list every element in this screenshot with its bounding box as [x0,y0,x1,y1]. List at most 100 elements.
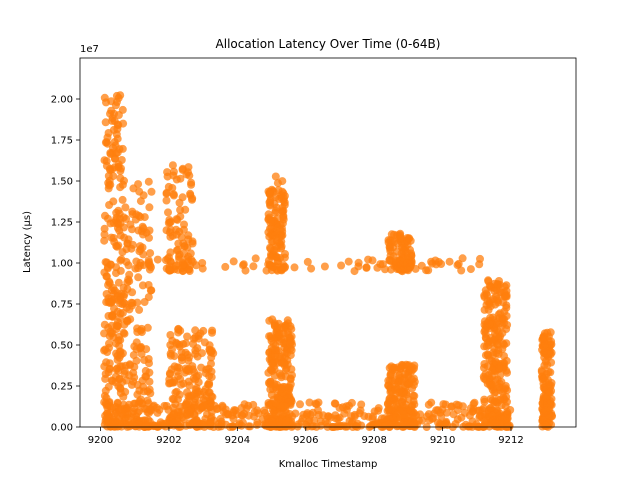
data-point [403,371,412,380]
data-point [104,411,113,420]
data-point [287,346,296,355]
data-point [277,358,286,367]
data-point [129,377,138,386]
data-point [411,264,420,273]
data-point [114,278,123,287]
data-point [183,332,192,341]
data-point [184,377,193,386]
data-point [174,239,183,248]
data-point [474,406,483,415]
data-point [354,258,363,267]
chart-title: Allocation Latency Over Time (0-64B) [216,37,441,51]
data-point [133,408,142,417]
data-point [216,414,225,423]
data-point [109,219,118,227]
data-point [547,348,556,357]
data-point [136,258,145,267]
data-point [141,422,150,431]
data-point [104,214,112,223]
data-point [271,399,280,408]
data-point [240,409,249,418]
data-point [269,359,277,368]
data-point [277,323,286,332]
data-point [398,376,407,385]
data-point [189,334,198,343]
data-point [111,416,120,425]
data-point [490,397,499,406]
data-point [480,397,489,406]
data-point [184,364,193,373]
x-tick-label: 9202 [156,435,181,446]
data-point [392,257,400,266]
data-point [139,382,148,391]
data-point [128,210,137,219]
data-point [115,214,124,223]
data-point [249,400,258,409]
data-point [182,421,190,430]
data-point [286,334,295,342]
data-point [190,401,199,410]
data-point [164,219,173,227]
data-point [393,239,402,248]
data-point [136,197,145,206]
data-point [100,236,109,245]
data-point [123,317,132,326]
data-point [115,348,124,357]
data-point [284,383,293,392]
data-point [541,346,550,355]
data-point [207,398,215,407]
data-point [107,106,116,115]
data-point [102,98,110,107]
y-tick-label: 1.75 [51,136,73,147]
data-point [114,121,123,130]
data-point [145,203,154,212]
data-point [114,296,123,305]
data-point [163,254,172,263]
data-point [258,415,267,424]
data-point [162,196,171,205]
data-point [118,195,127,204]
data-point [122,214,131,223]
data-point [277,384,286,393]
data-point [110,304,118,313]
data-point [115,353,124,362]
data-point [279,334,288,343]
data-point [168,161,177,170]
data-point [344,257,353,266]
data-point [491,376,500,385]
data-point [104,323,113,332]
data-point [403,259,412,268]
data-point [131,422,140,431]
x-tick-label: 9208 [361,435,386,446]
data-point [490,388,499,397]
data-point [125,371,134,380]
data-point [130,342,139,351]
data-point [370,407,379,416]
data-point [237,421,246,430]
data-point [305,398,314,407]
data-point [105,279,114,288]
data-point [424,400,433,409]
data-point [140,298,149,306]
data-point [386,247,395,255]
data-point [135,187,144,196]
data-point [171,400,180,409]
data-point [112,365,121,374]
data-point [481,286,490,295]
data-point [538,375,547,384]
data-point [100,329,109,338]
data-point [246,422,255,431]
data-point [253,420,261,429]
data-point [109,197,118,206]
x-tick-label: 9200 [88,435,113,446]
data-point [482,334,491,343]
data-point [108,148,117,157]
data-point [184,406,193,415]
data-point [291,409,300,418]
data-point [138,281,147,290]
data-point [221,262,230,271]
data-point [303,257,312,266]
data-point [441,419,450,428]
data-point [340,409,349,418]
data-point [307,264,316,273]
